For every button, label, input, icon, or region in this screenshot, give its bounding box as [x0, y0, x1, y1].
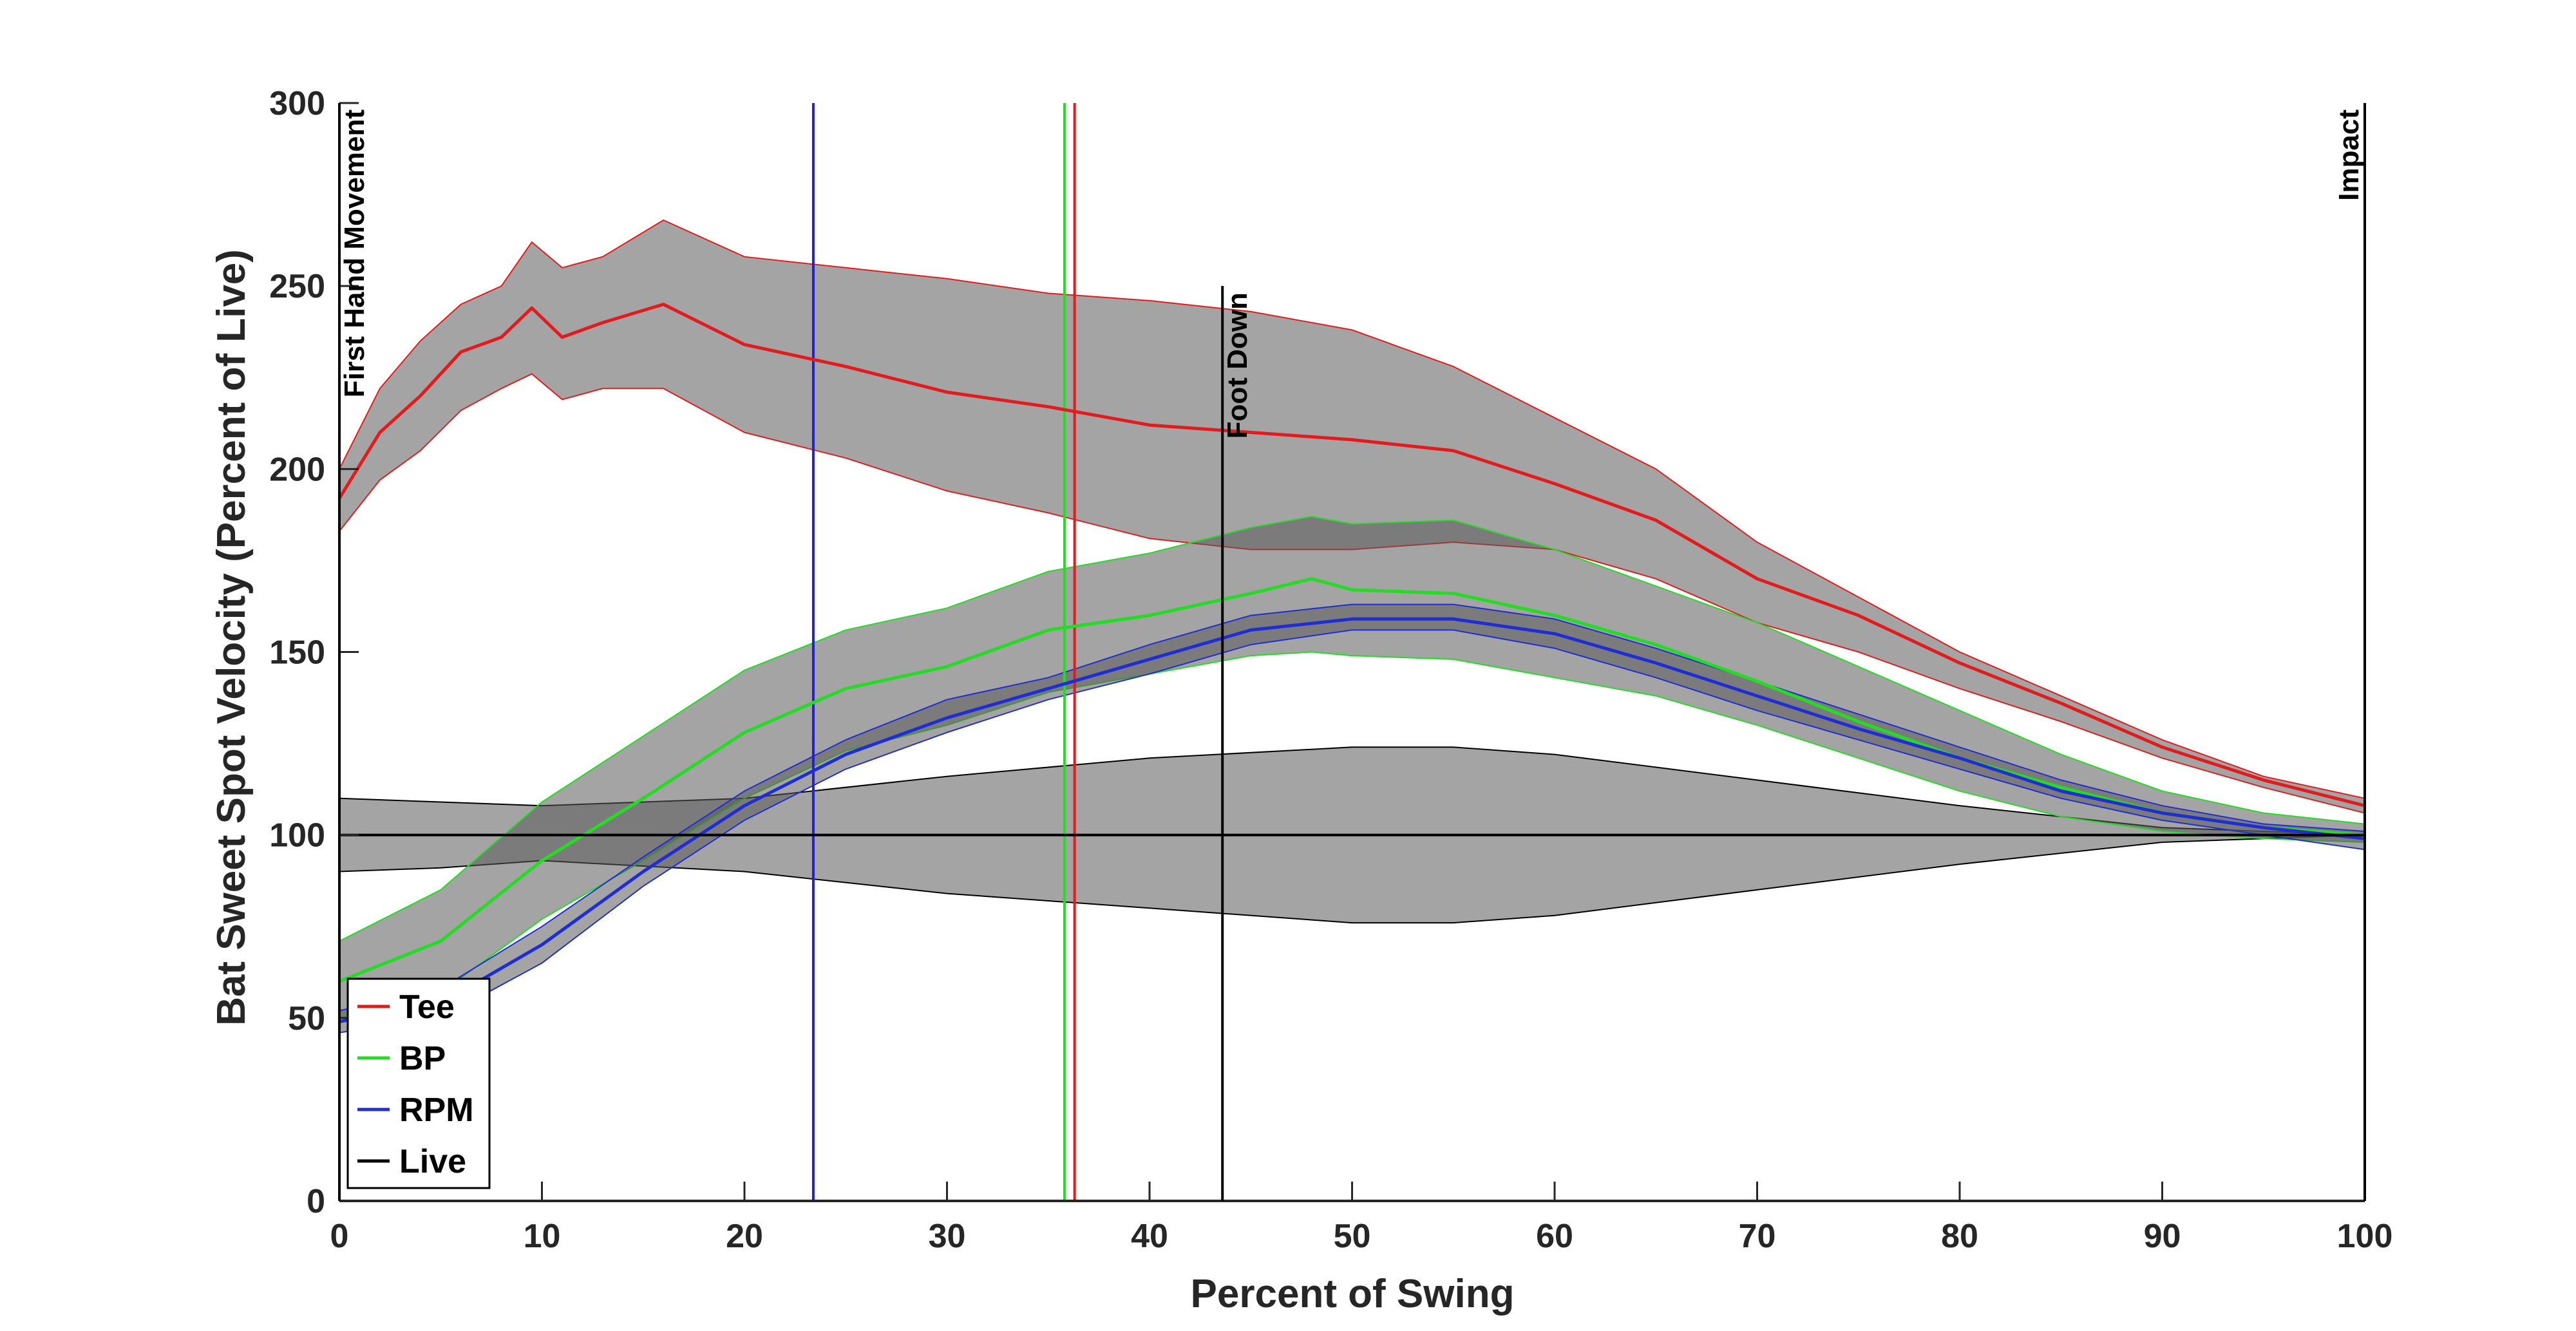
series-line-bp	[339, 577, 2365, 983]
event-label-3: Impact	[2333, 109, 2365, 201]
legend-label-tee: Tee	[399, 988, 455, 1026]
x-tick-label: 50	[1334, 1218, 1371, 1255]
x-tick-label: 30	[929, 1218, 966, 1255]
x-tick-label: 10	[524, 1218, 561, 1255]
x-tick-label: 40	[1131, 1218, 1168, 1255]
x-tick-label: 60	[1536, 1218, 1573, 1255]
event-label-2: Foot Down	[1222, 292, 1253, 439]
x-tick-label: 90	[2144, 1218, 2181, 1255]
y-tick-label: 50	[288, 1000, 325, 1037]
y-tick-label: 150	[269, 634, 325, 672]
x-axis-title: Percent of Swing	[1191, 1272, 1515, 1316]
legend-label-bp: BP	[399, 1040, 446, 1077]
shaded-bands	[339, 219, 2365, 1034]
x-tick-label: 20	[726, 1218, 763, 1255]
x-tick-label: 100	[2337, 1218, 2393, 1255]
y-tick-label: 200	[269, 451, 325, 488]
event-label-1: First Hand Movement	[339, 109, 370, 398]
legend-box	[346, 977, 491, 1189]
x-tick-label: 70	[1739, 1218, 1776, 1255]
series-line-tee	[337, 303, 2365, 807]
vertical-markers	[811, 103, 1076, 1201]
x-tick-label: 0	[330, 1218, 349, 1255]
y-axis-title: Bat Sweet Spot Velocity (Percent of Live…	[209, 249, 254, 1026]
y-tick-label: 250	[269, 268, 325, 305]
legend-label-rpm: RPM	[399, 1091, 474, 1129]
x-tick-label: 80	[1941, 1218, 1978, 1255]
legend: Tee BP RPM Live	[346, 977, 491, 1189]
y-tick-label: 100	[269, 817, 325, 854]
ticks: 0 10 20 30 40 50 60 70 80 90 100 0 50 100 150 200 250 300	[269, 85, 2392, 1255]
y-tick-label: 0	[307, 1183, 325, 1220]
series-line-rpm	[339, 617, 2365, 1023]
y-tick-label: 300	[269, 85, 325, 122]
legend-label-live: Live	[399, 1143, 466, 1180]
event-labels: First Hand Movement Foot Down Impact	[338, 103, 2366, 1201]
series-lines	[337, 303, 2365, 1023]
